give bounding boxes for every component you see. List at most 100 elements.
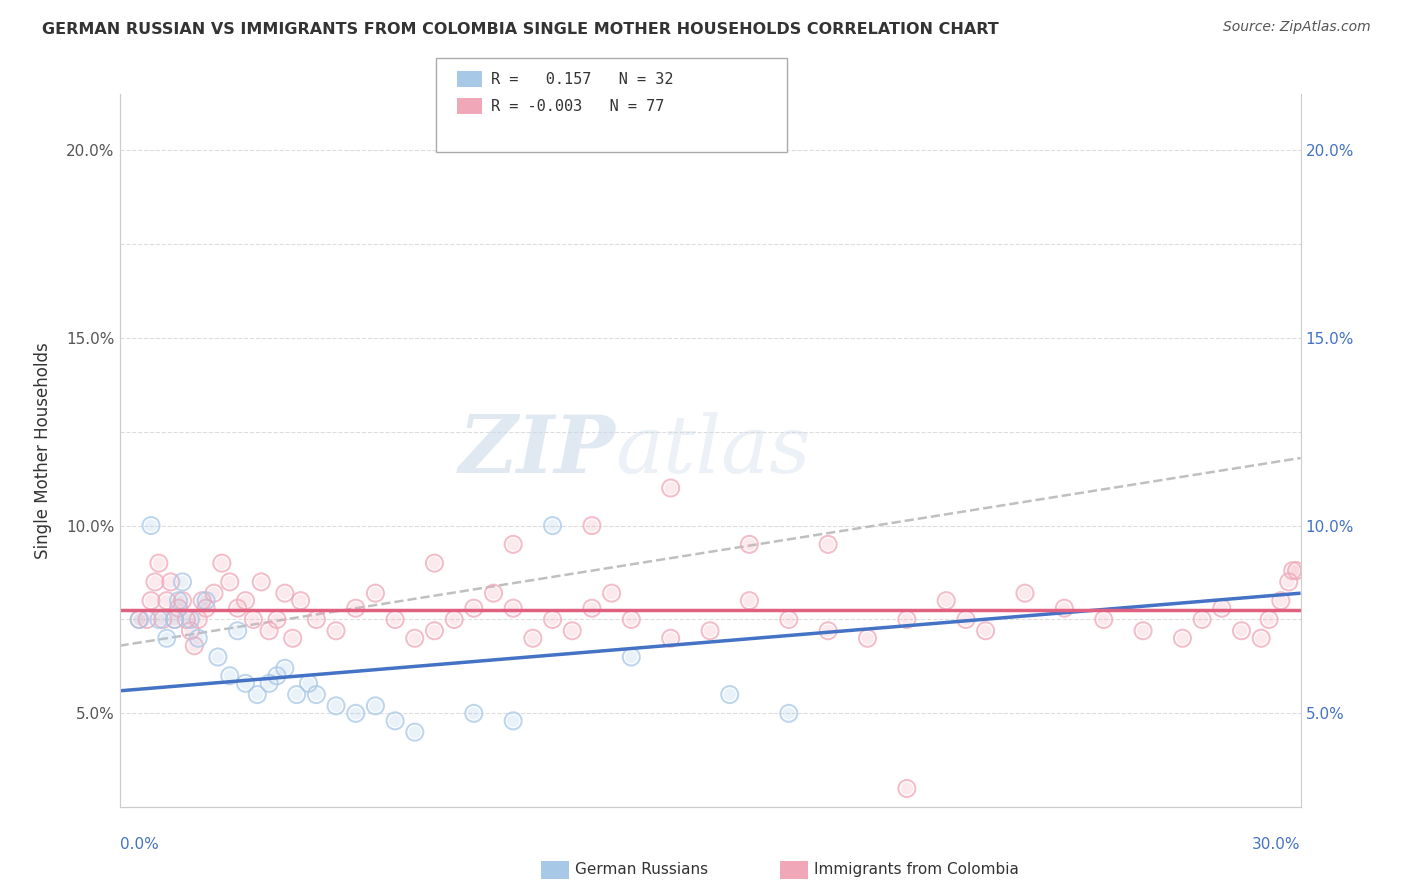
- Point: [257, 676, 280, 690]
- Point: [1014, 586, 1036, 600]
- Point: [281, 632, 304, 646]
- Point: [778, 706, 800, 721]
- Point: [443, 612, 465, 626]
- Point: [183, 639, 205, 653]
- Point: [1191, 612, 1213, 626]
- Point: [344, 601, 367, 615]
- Point: [817, 537, 839, 551]
- Point: [139, 593, 162, 607]
- Point: [285, 688, 308, 702]
- Point: [364, 698, 387, 713]
- Point: [384, 612, 406, 626]
- Point: [290, 593, 312, 607]
- Point: [463, 601, 485, 615]
- Point: [738, 593, 761, 607]
- Point: [176, 612, 198, 626]
- Point: [207, 650, 229, 665]
- Point: [1281, 564, 1303, 578]
- Point: [1211, 601, 1233, 615]
- Point: [305, 688, 328, 702]
- Point: [344, 601, 367, 615]
- Point: [218, 574, 240, 589]
- Point: [195, 601, 218, 615]
- Point: [235, 676, 257, 690]
- Point: [364, 586, 387, 600]
- Point: [152, 612, 174, 626]
- Point: [344, 706, 367, 721]
- Point: [128, 612, 150, 626]
- Point: [167, 593, 190, 607]
- Point: [1278, 574, 1301, 589]
- Point: [128, 612, 150, 626]
- Point: [522, 632, 544, 646]
- Point: [156, 632, 179, 646]
- Point: [290, 593, 312, 607]
- Point: [1014, 586, 1036, 600]
- Point: [139, 518, 162, 533]
- Point: [974, 624, 997, 638]
- Point: [242, 612, 264, 626]
- Point: [274, 661, 297, 675]
- Point: [246, 688, 269, 702]
- Text: atlas: atlas: [616, 412, 811, 489]
- Text: German Russians: German Russians: [575, 863, 709, 877]
- Point: [778, 612, 800, 626]
- Point: [896, 612, 918, 626]
- Point: [502, 714, 524, 728]
- Point: [581, 518, 603, 533]
- Point: [738, 537, 761, 551]
- Point: [167, 601, 190, 615]
- Point: [1053, 601, 1076, 615]
- Point: [620, 650, 643, 665]
- Point: [297, 676, 319, 690]
- Point: [404, 632, 426, 646]
- Point: [738, 537, 761, 551]
- Point: [699, 624, 721, 638]
- Point: [167, 593, 190, 607]
- Point: [659, 481, 682, 495]
- Point: [266, 669, 288, 683]
- Point: [128, 612, 150, 626]
- Point: [423, 556, 446, 570]
- Point: [139, 518, 162, 533]
- Point: [172, 593, 194, 607]
- Point: [285, 688, 308, 702]
- Point: [143, 574, 166, 589]
- Point: [179, 624, 201, 638]
- Point: [718, 688, 741, 702]
- Point: [404, 725, 426, 739]
- Point: [817, 537, 839, 551]
- Point: [463, 706, 485, 721]
- Point: [502, 601, 524, 615]
- Point: [463, 706, 485, 721]
- Point: [143, 574, 166, 589]
- Point: [172, 574, 194, 589]
- Point: [257, 624, 280, 638]
- Point: [443, 612, 465, 626]
- Point: [1285, 564, 1308, 578]
- Point: [250, 574, 273, 589]
- Point: [148, 612, 170, 626]
- Point: [1092, 612, 1115, 626]
- Text: R = -0.003   N = 77: R = -0.003 N = 77: [491, 99, 664, 113]
- Point: [202, 586, 225, 600]
- Point: [1270, 593, 1292, 607]
- Point: [384, 714, 406, 728]
- Point: [541, 518, 564, 533]
- Point: [297, 676, 319, 690]
- Point: [364, 586, 387, 600]
- Point: [502, 537, 524, 551]
- Point: [1258, 612, 1281, 626]
- Point: [187, 632, 209, 646]
- Point: [266, 612, 288, 626]
- Point: [235, 593, 257, 607]
- Point: [856, 632, 879, 646]
- Point: [502, 714, 524, 728]
- Point: [1171, 632, 1194, 646]
- Point: [896, 612, 918, 626]
- Point: [620, 650, 643, 665]
- Point: [305, 612, 328, 626]
- Point: [226, 624, 249, 638]
- Point: [463, 601, 485, 615]
- Y-axis label: Single Mother Households: Single Mother Households: [34, 343, 52, 558]
